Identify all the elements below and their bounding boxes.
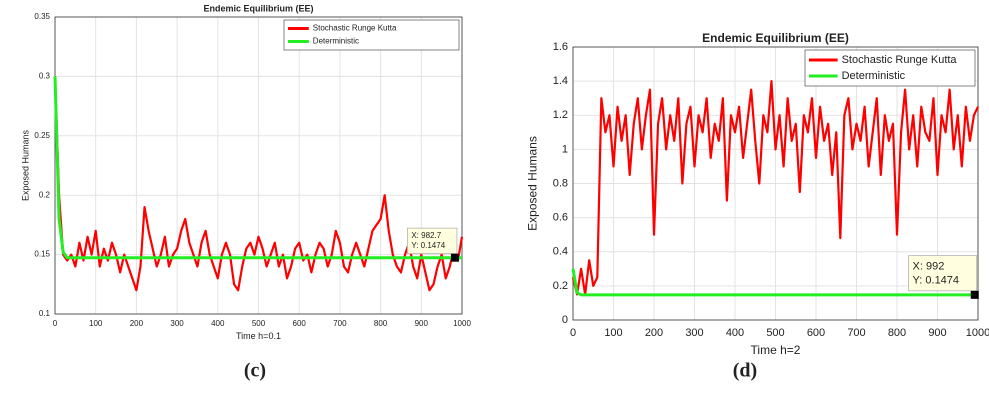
- y-tick-label: 0.8: [553, 177, 568, 189]
- axes-box: [54, 16, 463, 315]
- x-tick-label: 300: [170, 319, 184, 328]
- chart-title: Endemic Equilibrium (EE): [203, 3, 313, 13]
- legend-box: [804, 49, 976, 87]
- legend-label: Stochastic Runge Kutta: [842, 54, 958, 66]
- legend-box: [283, 19, 460, 51]
- datatip-marker: [450, 253, 459, 262]
- x-tick-label: 900: [415, 319, 429, 328]
- x-tick-label: 400: [211, 319, 225, 328]
- axes-box: [572, 46, 979, 321]
- y-tick-label: 0.2: [553, 280, 568, 292]
- x-tick-label: 100: [604, 327, 622, 339]
- y-tick-label: 0.1: [39, 309, 51, 318]
- x-tick-label: 300: [685, 327, 703, 339]
- x-tick-label: 0: [570, 327, 576, 339]
- x-tick-label: 500: [766, 327, 784, 339]
- datatip-label: X: 982.7: [411, 231, 441, 240]
- x-tick-label: 700: [847, 327, 865, 339]
- x-tick-label: 700: [333, 319, 347, 328]
- chart-title: Endemic Equilibrium (EE): [702, 31, 849, 45]
- y-tick-label: 1.2: [553, 109, 568, 121]
- y-tick-label: 0.15: [34, 250, 50, 259]
- x-tick-label: 1000: [453, 319, 471, 328]
- y-tick-label: 1.4: [553, 75, 568, 87]
- x-tick-label: 0: [53, 319, 58, 328]
- y-tick-label: 0.4: [553, 246, 568, 258]
- x-tick-label: 500: [252, 319, 266, 328]
- datatip-label: X: 992: [913, 261, 945, 273]
- x-tick-label: 1000: [966, 327, 989, 339]
- x-tick-label: 800: [374, 319, 388, 328]
- y-axis-label: Exposed Humans: [21, 129, 31, 201]
- y-tick-label: 0.3: [39, 72, 51, 81]
- y-tick-label: 0: [562, 314, 568, 326]
- x-tick-label: 800: [888, 327, 906, 339]
- datatip-label: Y: 0.1474: [913, 274, 960, 286]
- y-axis-label: Exposed Humans: [526, 136, 540, 231]
- x-tick-label: 200: [645, 327, 663, 339]
- caption: (d): [733, 360, 757, 382]
- data-line: [53, 76, 462, 260]
- y-tick-label: 1.6: [553, 41, 568, 53]
- datatip-box: [407, 227, 458, 254]
- datatip-box: [908, 255, 978, 292]
- x-tick-label: 900: [928, 327, 946, 339]
- data-line: [571, 80, 979, 296]
- x-tick-label: 600: [807, 327, 825, 339]
- data-line: [571, 268, 978, 297]
- legend-label: Deterministic: [313, 37, 359, 46]
- y-tick-label: 0.35: [34, 12, 50, 21]
- x-tick-label: 200: [130, 319, 144, 328]
- x-axis-label: Time h=0.1: [236, 331, 281, 341]
- x-tick-label: 100: [89, 319, 103, 328]
- y-tick-label: 0.6: [553, 212, 568, 224]
- datatip-marker: [970, 290, 979, 299]
- datatip-label: Y: 0.1474: [411, 241, 445, 250]
- x-tick-label: 400: [726, 327, 744, 339]
- x-tick-label: 600: [293, 319, 307, 328]
- legend-label: Deterministic: [842, 70, 906, 82]
- x-axis-label: Time h=2: [751, 343, 801, 357]
- y-tick-label: 1: [562, 143, 568, 155]
- caption: (c): [244, 360, 266, 382]
- y-tick-label: 0.2: [39, 190, 51, 199]
- y-tick-label: 0.25: [34, 131, 50, 140]
- legend-label: Stochastic Runge Kutta: [313, 24, 397, 33]
